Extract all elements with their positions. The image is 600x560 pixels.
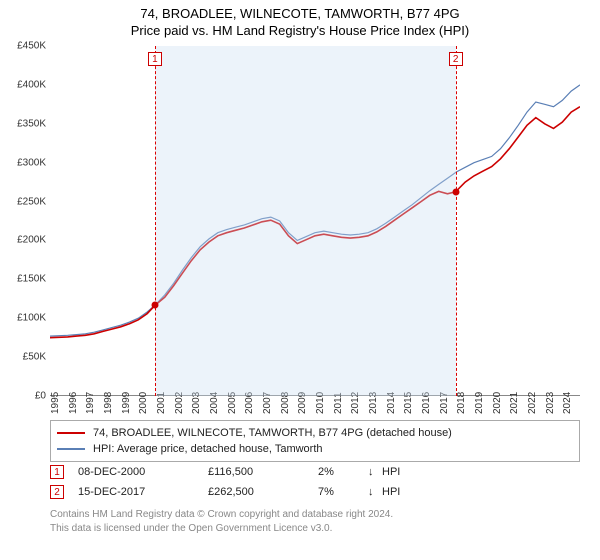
down-arrow-icon: ↓ (368, 466, 382, 478)
x-tick-label: 1998 (103, 392, 114, 414)
footer-line1: Contains HM Land Registry data © Crown c… (50, 508, 580, 522)
sale-price: £262,500 (208, 486, 318, 498)
y-tick-label: £350K (0, 118, 46, 129)
legend: 74, BROADLEE, WILNECOTE, TAMWORTH, B77 4… (50, 420, 580, 462)
x-tick-label: 1999 (121, 392, 132, 414)
sale-price: £116,500 (208, 466, 318, 478)
sale-index-box: 2 (50, 485, 64, 499)
sale-marker-line (155, 46, 156, 396)
y-tick-label: £200K (0, 235, 46, 246)
y-tick-label: £50K (0, 352, 46, 363)
sale-period-band (155, 46, 456, 396)
y-tick-label: £0 (0, 391, 46, 402)
legend-item: HPI: Average price, detached house, Tamw… (57, 441, 573, 457)
legend-item: 74, BROADLEE, WILNECOTE, TAMWORTH, B77 4… (57, 425, 573, 441)
y-tick-label: £100K (0, 313, 46, 324)
x-tick-label: 1997 (85, 392, 96, 414)
sale-pct: 2% (318, 466, 368, 478)
y-tick-label: £400K (0, 79, 46, 90)
y-tick-label: £300K (0, 157, 46, 168)
title-address: 74, BROADLEE, WILNECOTE, TAMWORTH, B77 4… (0, 6, 600, 21)
sales-table: 1 08-DEC-2000£116,5002%↓HPI 2 15-DEC-2017£2… (50, 462, 580, 502)
sales-table-row: 2 15-DEC-2017£262,5007%↓HPI (50, 482, 580, 502)
x-tick-label: 2000 (138, 392, 149, 414)
sale-marker-index: 2 (449, 52, 463, 66)
sales-table-row: 1 08-DEC-2000£116,5002%↓HPI (50, 462, 580, 482)
x-tick-label: 2024 (562, 392, 573, 414)
y-tick-label: £450K (0, 41, 46, 52)
x-tick-label: 2023 (545, 392, 556, 414)
legend-label: 74, BROADLEE, WILNECOTE, TAMWORTH, B77 4… (93, 427, 452, 439)
x-tick-label: 1996 (68, 392, 79, 414)
sale-point-dot (452, 188, 459, 195)
x-tick-label: 2020 (492, 392, 503, 414)
footer-line2: This data is licensed under the Open Gov… (50, 522, 580, 536)
sale-hpi-label: HPI (382, 486, 422, 498)
sale-marker-line (456, 46, 457, 396)
legend-swatch (57, 432, 85, 434)
footer-attribution: Contains HM Land Registry data © Crown c… (50, 508, 580, 535)
chart-container: 74, BROADLEE, WILNECOTE, TAMWORTH, B77 4… (0, 0, 600, 560)
sale-point-dot (151, 302, 158, 309)
sale-date: 15-DEC-2017 (78, 486, 208, 498)
sale-pct: 7% (318, 486, 368, 498)
sale-marker-index: 1 (148, 52, 162, 66)
x-tick-label: 1995 (50, 392, 61, 414)
legend-label: HPI: Average price, detached house, Tamw… (93, 443, 323, 455)
y-tick-label: £250K (0, 196, 46, 207)
plot-area: 1995199619971998199920002001200220032004… (50, 46, 580, 396)
title-block: 74, BROADLEE, WILNECOTE, TAMWORTH, B77 4… (0, 0, 600, 38)
x-tick-label: 2021 (509, 392, 520, 414)
sale-date: 08-DEC-2000 (78, 466, 208, 478)
chart-area: £0 £50K £100K £150K £200K £250K £300K £350K £400… (0, 46, 600, 416)
x-tick-label: 2018 (456, 392, 467, 414)
x-tick-label: 2022 (527, 392, 538, 414)
sale-index-box: 1 (50, 465, 64, 479)
x-tick-label: 2019 (474, 392, 485, 414)
legend-swatch (57, 448, 85, 450)
sale-hpi-label: HPI (382, 466, 422, 478)
y-tick-label: £150K (0, 274, 46, 285)
down-arrow-icon: ↓ (368, 486, 382, 498)
title-subtitle: Price paid vs. HM Land Registry's House … (0, 23, 600, 38)
